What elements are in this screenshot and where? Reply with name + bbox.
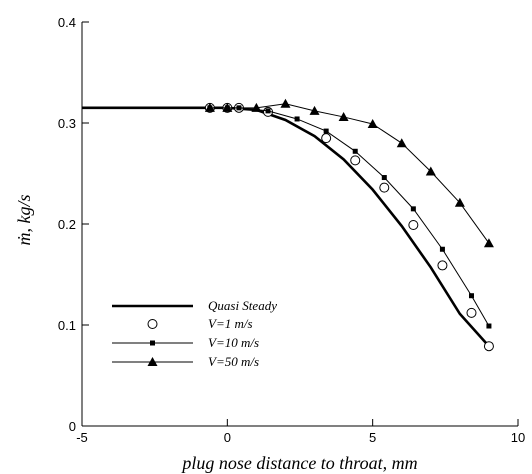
data-point-circle [437,260,448,271]
data-point-triangle [280,98,291,108]
data-point-square [486,323,492,329]
chart-frame [81,22,518,427]
plot-area [82,98,494,352]
data-point-circle [379,182,390,193]
data-point-triangle [425,166,436,176]
legend-label: V=50 m/s [208,354,259,369]
y-tick-label: 0.3 [58,116,76,131]
data-point-circle [350,155,361,166]
data-point-triangle [454,197,465,207]
data-point-triangle [396,138,407,148]
data-point-triangle [338,111,349,121]
data-point-circle [321,133,332,144]
legend-label: Quasi Steady [208,298,277,313]
series-1 [204,102,494,352]
data-point-square [352,148,358,154]
data-point-triangle [309,105,320,115]
y-tick-label: 0.2 [58,217,76,232]
y-tick-label: 0 [69,419,76,434]
y-axis-title: ṁ, kg/s [14,195,34,246]
data-point-square [323,128,329,134]
x-tick-label: -5 [76,430,88,445]
data-point-triangle [367,119,378,129]
legend: Quasi Steady V=1 m/s V=10 m/s V=50 m/s [112,298,277,369]
data-point-square [265,108,271,114]
data-point-circle [147,319,158,329]
data-point-circle [408,220,419,231]
x-tick-label: 0 [224,430,231,445]
data-point-circle [466,307,477,318]
data-point-triangle [204,102,215,112]
y-tick-label: 0.1 [58,318,76,333]
data-point-triangle [222,102,233,112]
legend-label: V=10 m/s [208,335,259,350]
data-point-triangle [483,238,494,248]
x-tick-label: 10 [511,430,525,445]
data-point-square [468,293,474,299]
series-line [82,106,490,348]
series-line [209,103,490,244]
series-0 [82,106,490,348]
data-point-square [150,340,155,346]
y-tick-label: 0.4 [58,15,76,30]
series-3 [204,98,494,248]
legend-entry: V=10 m/s [112,335,259,350]
legend-entry: Quasi Steady [112,298,277,313]
data-point-square [439,246,445,252]
data-point-circle [483,341,494,352]
data-point-square [381,175,387,181]
x-tick-label: 5 [369,430,376,445]
legend-entry: V=50 m/s [112,354,259,369]
legend-label: V=1 m/s [208,316,253,331]
data-point-triangle [147,357,158,366]
data-point-square [410,206,416,212]
x-axis-title: plug nose distance to throat, mm [180,453,417,473]
data-point-triangle [251,102,262,112]
data-point-square [294,116,300,122]
legend-entry: V=1 m/s [147,316,253,331]
